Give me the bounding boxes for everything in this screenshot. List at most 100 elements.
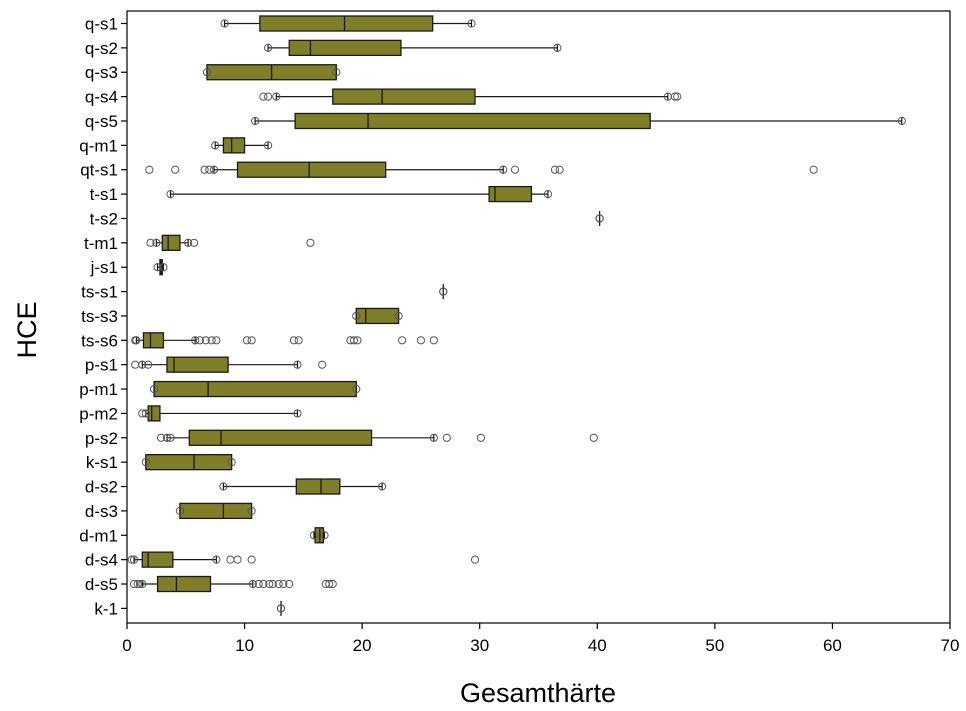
outlier-point <box>127 555 136 564</box>
outlier-point <box>294 336 303 345</box>
y-tick-label: k-1 <box>94 599 118 618</box>
min-marker <box>209 165 219 174</box>
outlier-point <box>268 579 277 589</box>
y-tick-label: k-s1 <box>86 453 118 472</box>
box <box>222 137 246 154</box>
outlier-point <box>555 165 564 174</box>
y-tick-label: q-s1 <box>85 15 118 34</box>
outlier-point <box>131 336 140 345</box>
outlier-point <box>226 555 235 564</box>
outlier-point <box>589 433 598 442</box>
max-marker <box>227 458 236 467</box>
outlier-point <box>212 336 221 345</box>
x-tick-label: 50 <box>705 636 724 655</box>
y-tick-label: q-m1 <box>79 136 118 155</box>
max-marker <box>429 433 438 442</box>
y-tick-label: d-s3 <box>85 502 118 521</box>
max-marker <box>320 531 329 540</box>
max-marker <box>439 287 448 296</box>
min-marker <box>129 555 139 564</box>
outlier-point <box>285 579 294 589</box>
box-group-q-s2 <box>263 39 562 57</box>
x-tick-label: 70 <box>941 636 960 655</box>
max-marker <box>191 336 200 345</box>
y-tick-label: q-s4 <box>85 88 118 107</box>
max-marker <box>293 409 302 418</box>
min-marker <box>263 43 273 52</box>
box <box>259 15 434 32</box>
max-marker <box>595 214 604 223</box>
outlier-point <box>442 433 451 442</box>
min-marker <box>202 68 212 77</box>
x-axis-ticks: 0 10 20 30 40 50 60 70 <box>122 623 959 655</box>
box <box>236 161 387 178</box>
y-tick-label: t-s2 <box>90 209 118 228</box>
box <box>179 502 253 520</box>
x-tick-label: 20 <box>353 636 372 655</box>
box-group-ts-s6 <box>131 332 438 349</box>
box-group-k-s1 <box>141 454 236 471</box>
y-tick-label: ts-s1 <box>81 283 118 302</box>
y-tick-label: qt-s1 <box>80 161 118 180</box>
box <box>142 332 165 349</box>
x-tick-label: 10 <box>235 636 254 655</box>
box-group-p-s1 <box>131 356 327 373</box>
outlier-point <box>201 336 210 345</box>
y-tick-label: q-s5 <box>85 112 118 131</box>
max-marker <box>263 141 273 150</box>
max-marker <box>248 579 257 589</box>
box-group-t-s1 <box>166 185 553 203</box>
outlier-point <box>265 579 274 589</box>
x-axis-title: Gesamthärte <box>460 678 616 708</box>
min-marker <box>251 116 260 126</box>
outlier-point <box>135 579 145 589</box>
outlier-point <box>200 165 209 174</box>
outlier-point <box>263 92 273 101</box>
outlier-point <box>233 555 242 564</box>
box <box>188 429 373 446</box>
min-marker <box>153 263 162 272</box>
plot-frame <box>126 10 951 624</box>
plot-area <box>126 10 951 624</box>
box <box>288 39 402 57</box>
box-group-d-s2 <box>219 478 387 495</box>
y-tick-label: j-s1 <box>90 258 118 277</box>
y-tick-label: ts-s6 <box>81 331 118 350</box>
outlier-point <box>470 555 480 564</box>
y-tick-label: p-m2 <box>79 404 118 423</box>
y-axis-ticks: q-s1 q-s2 q-s3 q-s4 q-s5 q-m1 qt-s1 t-s1 t-s2 t-m… <box>79 15 127 618</box>
max-marker <box>543 189 553 199</box>
max-marker <box>394 311 403 321</box>
box-group-qt-s1 <box>145 161 818 178</box>
outlier-point <box>205 165 214 174</box>
y-tick-label: ts-s3 <box>81 307 118 326</box>
outlier-point <box>476 433 485 442</box>
box-group-d-s5 <box>129 575 337 593</box>
outlier-point <box>259 92 268 101</box>
y-tick-label: t-m1 <box>84 234 118 253</box>
outlier-point <box>247 336 256 345</box>
box-group-q-s5 <box>251 112 906 130</box>
max-marker <box>897 116 906 126</box>
x-tick-label: 30 <box>470 636 489 655</box>
outlier-point <box>306 238 315 247</box>
x-tick-label: 60 <box>823 636 842 655</box>
min-marker <box>138 579 147 589</box>
box <box>147 405 161 422</box>
box-group-q-s1 <box>220 15 476 32</box>
outlier-point <box>279 579 288 589</box>
outlier-point <box>189 238 199 247</box>
max-marker <box>467 19 476 28</box>
y-tick-label: d-s2 <box>85 478 118 497</box>
x-tick-label: 0 <box>122 636 131 655</box>
box <box>294 112 651 130</box>
y-tick-label: d-s4 <box>85 551 118 570</box>
min-marker <box>152 238 161 247</box>
outlier-point <box>131 360 140 369</box>
box <box>145 454 233 471</box>
outlier-point <box>146 238 155 247</box>
outlier-point <box>166 433 175 442</box>
box <box>488 185 533 203</box>
x-tick-label: 40 <box>588 636 607 655</box>
